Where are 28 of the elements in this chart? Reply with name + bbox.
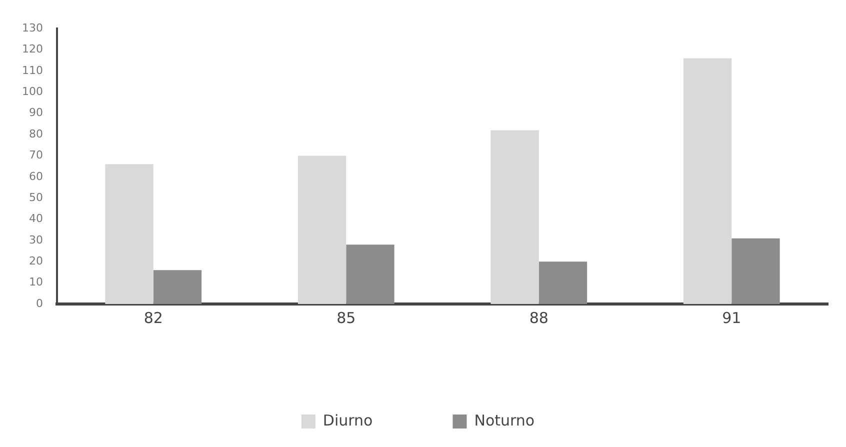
y-tick-label: 100 [22,85,43,98]
legend-label: Diurno [322,411,373,430]
y-tick-label: 110 [22,64,43,77]
y-tick-label: 130 [22,21,43,34]
legend-label: Noturno [474,411,535,430]
bar [683,58,732,304]
y-tick-label: 30 [28,233,43,246]
bar [346,244,394,304]
y-tick-label: 120 [22,42,43,56]
y-tick-label: 10 [28,276,43,289]
x-tick-label: 91 [722,308,742,327]
bar [153,270,202,304]
bar [538,262,588,304]
bar [732,238,780,304]
y-tick-label: 50 [28,190,43,204]
y-tick-label: 20 [28,254,43,268]
y-tick-label: 90 [28,106,43,120]
y-tick-label: 0 [36,296,43,310]
x-tick-label: 82 [144,308,163,327]
y-tick-label: 60 [28,170,43,183]
bar [490,130,539,304]
y-tick-label: 80 [28,127,43,140]
bar [105,164,154,304]
x-tick-label: 85 [336,308,356,327]
y-tick-label: 40 [28,212,43,226]
bar [298,156,346,304]
x-tick-label: 88 [529,308,548,327]
y-tick-label: 70 [28,148,43,162]
